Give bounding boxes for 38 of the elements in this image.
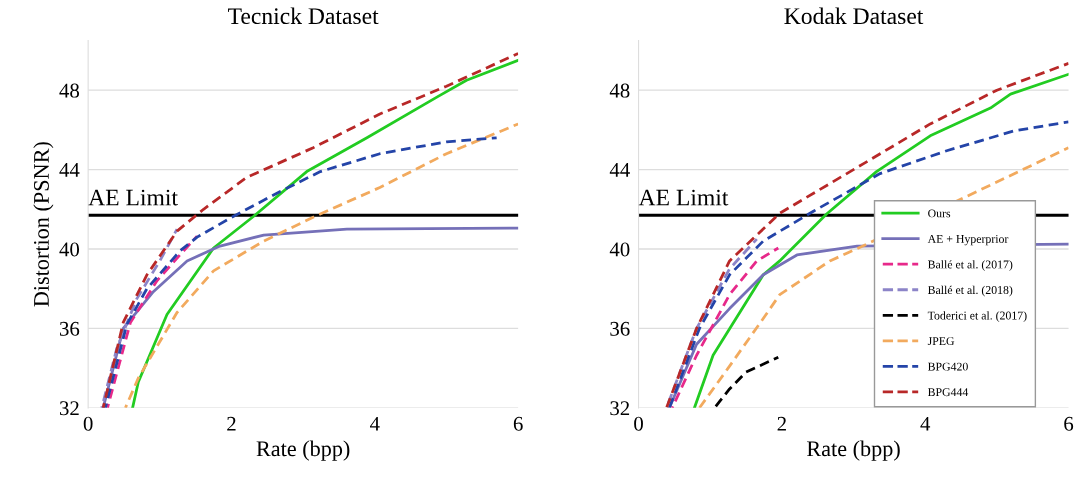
legend-label: Ours: [928, 209, 951, 218]
x-axis-title: Rate (bpp): [806, 440, 900, 461]
line-series: [106, 234, 199, 408]
line-series: [667, 120, 1069, 408]
x-tick-label: 0: [634, 416, 643, 431]
y-tick-label: 36: [610, 321, 630, 336]
legend-label: Ballé et al. (2018): [927, 285, 1013, 297]
y-tick-label: 32: [59, 401, 79, 416]
y-tick-label: 44: [59, 163, 80, 177]
legend-label: Toderici et al. (2017): [927, 311, 1027, 322]
legend-label: BPG444: [927, 388, 969, 397]
x-tick-label: 4: [920, 416, 931, 431]
line-series: [713, 355, 780, 408]
y-tick-label: 40: [609, 242, 630, 257]
y-axis-title: Distortion (PSNR): [33, 142, 54, 307]
legend-label: BPG420: [927, 362, 968, 371]
x-tick-label: 4: [370, 416, 380, 431]
legend-label: JPEG: [927, 337, 955, 346]
y-tick-label: 44: [609, 163, 630, 177]
y-tick-label: 32: [610, 401, 630, 416]
x-tick-label: 2: [777, 416, 786, 431]
x-tick-label: 6: [513, 416, 523, 431]
ref-line-label: AE Limit: [638, 189, 729, 206]
x-tick-label: 2: [227, 416, 236, 431]
y-tick-label: 40: [59, 242, 80, 257]
legend-label: AE + Hyperprior: [927, 234, 1009, 246]
ref-line-label: AE Limit: [88, 189, 178, 206]
y-tick-label: 48: [59, 83, 80, 98]
chart-title: Kodak Dataset: [784, 7, 924, 25]
chart-title: Tecnick Dataset: [228, 7, 379, 25]
x-tick-label: 0: [83, 416, 93, 431]
legend-label: Ballé et al. (2017): [927, 260, 1013, 271]
x-tick-label: 6: [1064, 416, 1074, 431]
x-axis-title: Rate (bpp): [256, 440, 350, 461]
line-series: [670, 246, 780, 408]
y-tick-label: 36: [59, 321, 80, 336]
y-tick-label: 48: [609, 83, 630, 98]
line-series: [100, 227, 179, 408]
